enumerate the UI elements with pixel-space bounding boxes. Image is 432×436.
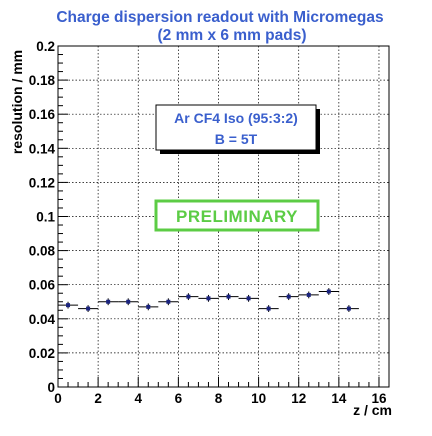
- y-tick-label-6: 0.12: [29, 175, 55, 190]
- data-point-2: [98, 298, 119, 306]
- data-points: [58, 288, 359, 312]
- marker: [326, 289, 331, 294]
- y-tick-label-1: 0.02: [29, 346, 55, 361]
- ticks: [57, 45, 390, 388]
- marker: [346, 306, 351, 311]
- y-tick-label-5: 0.1: [36, 210, 55, 225]
- data-point-3: [118, 298, 139, 306]
- data-point-14: [338, 305, 359, 312]
- y-tick-label-7: 0.14: [29, 141, 56, 156]
- marker: [66, 303, 71, 308]
- plot-area: 0 2 4 6 8 10 12 14 16 0 0.02 0.04 0.06 0.08 0.1 0.12 0.1…: [29, 39, 390, 406]
- data-point-11: [278, 293, 299, 301]
- marker: [286, 294, 291, 299]
- y-tick-label-9: 0.18: [29, 73, 56, 88]
- x-axis-label: z / cm: [353, 402, 392, 418]
- marker: [246, 296, 251, 301]
- data-point-0: [58, 301, 79, 309]
- x-tick-label-6: 12: [291, 391, 306, 406]
- gas-info-box: Ar CF4 Iso (95:3:2) B = 5T: [155, 104, 320, 154]
- x-tick-label-3: 6: [175, 391, 183, 406]
- preliminary-frame: [154, 199, 320, 232]
- tick-labels: 0 2 4 6 8 10 12 14 16 0 0.02 0.04 0.06 0.08 0.1 0.12 0.1…: [29, 39, 387, 406]
- chart-title: Charge dispersion readout with Micromega…: [56, 9, 383, 26]
- preliminary-box: PRELIMINARY: [154, 199, 320, 232]
- data-point-6: [178, 293, 199, 301]
- x-tick-label-7: 14: [331, 391, 347, 406]
- marker: [166, 299, 171, 304]
- data-point-12: [298, 291, 319, 299]
- y-tick-label-3: 0.06: [29, 278, 56, 293]
- x-tick-label-4: 8: [215, 391, 223, 406]
- gas-info-line-1: Ar CF4 Iso (95:3:2): [174, 110, 298, 126]
- data-point-5: [158, 298, 179, 306]
- data-point-13: [318, 288, 339, 295]
- y-tick-label-0: 0: [47, 380, 55, 395]
- data-point-8: [218, 293, 239, 301]
- data-point-10: [258, 305, 279, 312]
- gas-info-line-2: B = 5T: [215, 131, 258, 147]
- x-tick-label-8: 16: [371, 391, 387, 406]
- y-tick-label-4: 0.08: [29, 244, 56, 259]
- y-tick-label-2: 0.04: [29, 312, 56, 327]
- marker: [106, 299, 111, 304]
- x-tick-label-1: 2: [94, 391, 102, 406]
- data-point-1: [78, 305, 99, 312]
- y-tick-label-8: 0.16: [29, 107, 56, 122]
- preliminary-label: PRELIMINARY: [176, 207, 298, 226]
- y-axis-label: resolution / mm: [9, 50, 25, 154]
- y-tick-label-10: 0.2: [36, 39, 55, 54]
- marker: [126, 299, 131, 304]
- gas-info-frame: [155, 104, 317, 151]
- x-tick-label-0: 0: [54, 391, 62, 406]
- marker: [226, 294, 231, 299]
- data-point-9: [238, 294, 259, 302]
- marker: [186, 294, 191, 299]
- marker: [306, 292, 311, 297]
- data-point-4: [138, 303, 159, 311]
- marker: [86, 306, 91, 311]
- data-point-7: [198, 294, 219, 302]
- x-tick-label-2: 4: [134, 391, 142, 406]
- marker: [146, 304, 151, 309]
- marker: [206, 296, 211, 301]
- marker: [266, 306, 271, 311]
- chart-subtitle: (2 mm x 6 mm pads): [157, 27, 306, 44]
- x-tick-label-5: 10: [251, 391, 266, 406]
